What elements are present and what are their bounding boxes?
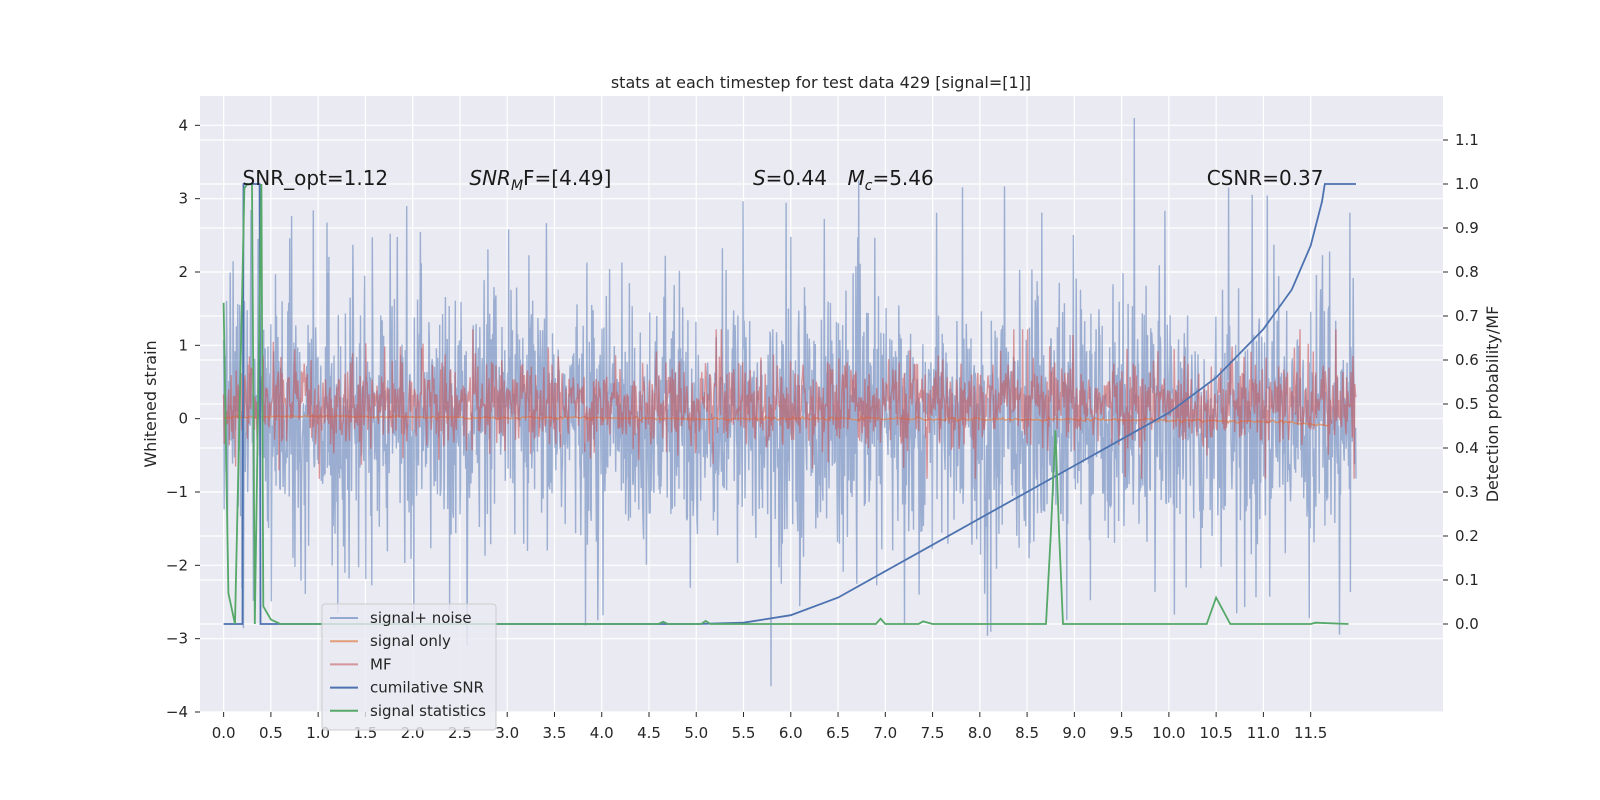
legend-label-cumilative-snr: cumilative SNR [370,679,484,697]
series-mf [222,329,1357,479]
y-tick-label-0: 4 [178,116,188,134]
x-tick-label-9: 4.5 [637,724,661,742]
y-right-tick-label-11: 0.0 [1455,615,1479,633]
x-tick-label-18: 9.0 [1062,724,1086,742]
y-right-tick-label-3: 0.8 [1455,263,1479,281]
x-tick-label-17: 8.5 [1015,724,1039,742]
y-tick-label-7: −3 [166,630,188,648]
series-cumilative-snr [223,183,1356,625]
legend-label-signal-only: signal only [370,632,451,650]
y-tick-label-2: 2 [178,263,188,281]
x-tick-label-16: 8.0 [968,724,992,742]
legend: signal+ noise signal only MF cumilative SNR… [321,603,497,731]
annotation-2: S=0.44 [753,166,827,190]
y-tick-label-1: 3 [178,190,188,208]
annotation-0: SNR_opt=1.12 [243,166,389,190]
y-right-tick-label-6: 0.5 [1455,395,1479,413]
y-right-axis-label: Detection probability/MF [1483,306,1502,503]
x-tick-label-8: 4.0 [590,724,614,742]
x-tick-label-20: 10.0 [1152,724,1185,742]
y-right-tick-label-9: 0.2 [1455,527,1479,545]
series-signal-statistics [222,183,1349,625]
x-tick-label-23: 11.5 [1294,724,1327,742]
x-tick-label-14: 7.0 [873,724,897,742]
x-tick-label-21: 10.5 [1199,724,1232,742]
x-tick-label-22: 11.0 [1247,724,1280,742]
annotations: SNR_opt=1.12 SNRMF=[4.49] S=0.44 Mc=5.46 CSN… [243,166,1324,194]
y-right-tick-label-10: 0.1 [1455,571,1479,589]
legend-label-mf: MF [370,655,392,673]
legend-label-signal-statistics: signal statistics [370,702,486,720]
series-layer [222,117,1357,687]
x-tick-label-13: 6.5 [826,724,850,742]
x-tick-label-11: 5.5 [732,724,756,742]
y-right-tick-label-0: 1.1 [1455,131,1479,149]
y-right-tick-label-8: 0.3 [1455,483,1479,501]
x-tick-label-15: 7.5 [921,724,945,742]
y-right-tick-label-1: 1.0 [1455,175,1479,193]
x-axis-ticks: 0.0 0.5 1.0 1.5 2.0 2.5 3.0 3.5 4.0 4.5 5.0 5.5 6.0 6… [212,712,1327,742]
y-tick-label-4: 0 [178,410,188,428]
y-right-tick-label-4: 0.7 [1455,307,1479,325]
annotation-1: SNRMF=[4.49] [469,166,611,194]
annotation-4: CSNR=0.37 [1207,166,1324,190]
annotation-3: Mc=5.46 [847,166,933,194]
y-axis-ticks: 4 3 2 1 0 −1 −2 −3 −4 [166,116,200,721]
y-tick-label-8: −4 [166,703,188,721]
y-right-tick-label-2: 0.9 [1455,219,1479,237]
x-tick-label-12: 6.0 [779,724,803,742]
x-tick-label-6: 3.0 [495,724,519,742]
y-tick-label-3: 1 [178,336,188,354]
x-tick-label-0: 0.0 [212,724,236,742]
x-tick-label-10: 5.0 [684,724,708,742]
y-right-tick-label-7: 0.4 [1455,439,1479,457]
y-right-tick-label-5: 0.6 [1455,351,1479,369]
chart-title: stats at each timestep for test data 429… [611,73,1031,92]
y-tick-label-6: −2 [166,556,188,574]
y-right-axis-ticks: 1.1 1.0 0.9 0.8 0.7 0.6 0.5 0.4 0.3 0.2 0.1 0.0 [1443,131,1479,633]
x-tick-label-7: 3.5 [543,724,567,742]
x-tick-label-1: 0.5 [259,724,283,742]
y-tick-label-5: −1 [166,483,188,501]
x-tick-label-19: 9.5 [1110,724,1134,742]
y-axis-label: Whitened strain [141,340,160,467]
legend-label-signal-noise: signal+ noise [370,609,472,627]
legend-box [321,603,497,731]
